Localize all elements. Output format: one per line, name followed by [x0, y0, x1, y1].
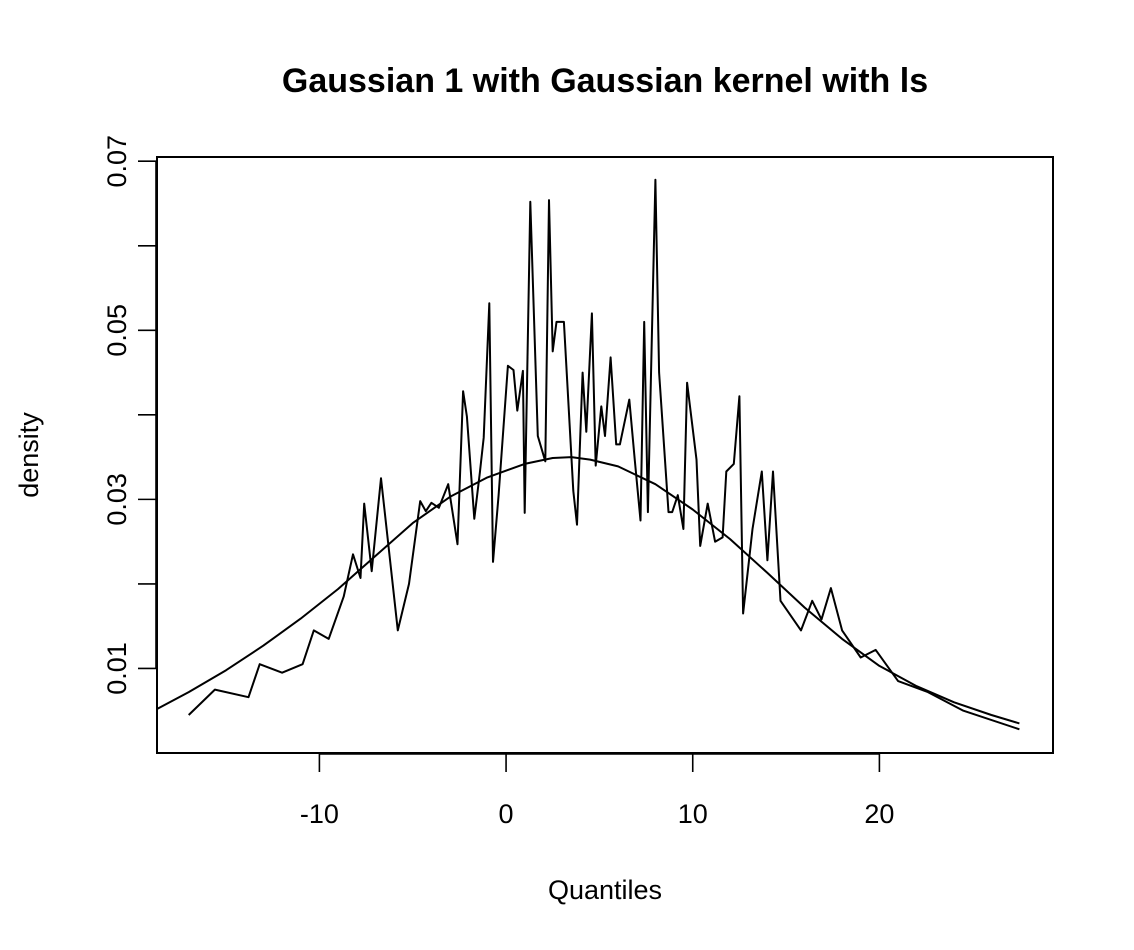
- y-tick-label: 0.01: [102, 642, 132, 695]
- empirical-density-line: [188, 178, 1020, 731]
- chart-title: Gaussian 1 with Gaussian kernel with ls: [282, 62, 928, 100]
- x-axis: -10 0 10 20: [300, 753, 894, 829]
- plot-area-border: [156, 156, 1054, 754]
- y-tick-label: 0.07: [102, 135, 132, 188]
- y-axis: 0.01 0.03 0.05 0.07: [102, 135, 157, 695]
- series-layer: [157, 178, 1020, 731]
- x-tick-label: 10: [678, 799, 708, 829]
- fitted-gaussian-line: [157, 456, 1020, 725]
- x-tick-label: 0: [499, 799, 514, 829]
- y-tick-label: 0.03: [102, 473, 132, 526]
- y-axis-label: density: [14, 412, 44, 498]
- x-tick-label: 20: [864, 799, 894, 829]
- x-axis-label: Quantiles: [548, 875, 662, 905]
- x-tick-label: -10: [300, 799, 339, 829]
- y-tick-label: 0.05: [102, 304, 132, 357]
